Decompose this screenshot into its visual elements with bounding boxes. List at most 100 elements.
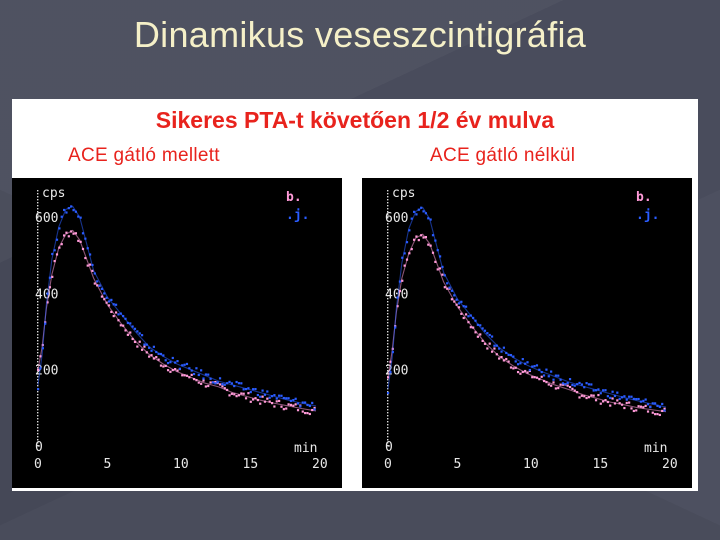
data-point: [405, 241, 409, 244]
data-point: [632, 409, 635, 413]
data-point: [438, 267, 442, 270]
data-point: [519, 372, 522, 375]
data-point: [282, 396, 285, 400]
data-point: [550, 370, 553, 373]
data-point: [273, 405, 276, 408]
data-point: [493, 344, 496, 347]
data-point: [259, 395, 262, 398]
data-point: [282, 408, 285, 411]
data-point: [308, 404, 311, 408]
y-axis-dot: [37, 301, 39, 303]
x-tick-label: 20: [662, 457, 678, 472]
y-axis-dot: [37, 409, 39, 411]
data-point: [524, 369, 527, 373]
data-point: [639, 405, 643, 408]
data-point: [618, 397, 621, 400]
data-point: [81, 247, 85, 251]
data-point: [275, 397, 278, 400]
data-point: [387, 376, 390, 379]
data-point: [535, 376, 539, 379]
y-axis-dot: [37, 307, 39, 309]
data-point: [190, 373, 193, 376]
data-point: [155, 356, 158, 359]
data-point: [150, 349, 153, 352]
data-point: [195, 379, 198, 382]
data-point: [150, 354, 153, 357]
y-tick-label: 600: [385, 211, 408, 226]
series-line: [37, 229, 317, 412]
data-point: [571, 387, 574, 390]
x-tick-label: 5: [104, 457, 112, 472]
data-point: [602, 400, 605, 403]
data-point: [112, 303, 115, 306]
data-point: [498, 347, 501, 350]
data-point: [483, 342, 487, 345]
y-axis-dot: [37, 238, 39, 240]
data-point: [218, 377, 222, 380]
y-axis-dot: [37, 373, 39, 375]
y-axis-dot: [37, 394, 39, 396]
x-tick-label: 0: [384, 457, 392, 472]
data-point: [509, 366, 513, 369]
data-point: [48, 286, 52, 289]
data-point: [436, 249, 439, 252]
data-point: [488, 333, 491, 337]
data-point: [448, 286, 451, 289]
y-axis-dot: [387, 271, 389, 273]
data-point: [117, 313, 120, 316]
data-point: [110, 298, 113, 302]
y-axis-dot: [37, 286, 39, 288]
y-axis-dot: [387, 394, 389, 396]
data-point: [159, 364, 163, 367]
data-point: [533, 376, 536, 379]
data-point: [422, 210, 425, 213]
data-point: [514, 366, 517, 369]
data-point: [131, 337, 134, 341]
y-axis-dot: [37, 412, 39, 414]
y-axis-dot: [387, 226, 389, 228]
y-axis-dot: [387, 268, 389, 270]
data-point: [91, 269, 94, 272]
data-point: [453, 294, 456, 297]
y-axis-dot: [37, 391, 39, 393]
data-point: [455, 298, 458, 301]
data-point: [44, 322, 47, 325]
data-point: [100, 295, 104, 298]
data-point: [46, 292, 49, 295]
data-point: [145, 351, 148, 354]
y-axis-dot: [387, 292, 389, 294]
data-point: [96, 284, 99, 287]
data-point: [183, 374, 186, 377]
figure-panel: Sikeres PTA-t követően 1/2 év mulva ACE …: [12, 99, 698, 491]
data-point: [249, 400, 252, 403]
y-axis-dot: [37, 196, 39, 198]
data-point: [157, 358, 160, 361]
data-point: [287, 397, 290, 400]
y-axis-dot: [387, 199, 389, 201]
y-axis-dot: [37, 379, 39, 381]
y-axis-dot: [387, 406, 389, 408]
legend-entry: b.: [636, 190, 652, 205]
data-point: [398, 289, 402, 293]
data-point: [67, 235, 70, 238]
data-point: [214, 382, 217, 385]
y-tick-label: 0: [35, 440, 43, 455]
data-point: [457, 306, 461, 309]
data-point: [254, 387, 257, 391]
data-point: [654, 402, 657, 405]
y-axis-dot: [37, 385, 39, 387]
data-point: [552, 378, 555, 381]
data-point: [542, 379, 546, 383]
data-point: [389, 371, 392, 374]
data-point: [542, 374, 546, 377]
data-point: [457, 302, 461, 305]
data-point: [436, 268, 439, 271]
y-axis-dot: [387, 340, 389, 342]
data-point: [481, 339, 484, 342]
data-point: [613, 394, 617, 398]
data-point: [639, 400, 643, 403]
data-point: [415, 213, 418, 216]
data-point: [174, 361, 177, 364]
y-axis-dot: [387, 322, 389, 324]
x-tick-label: 10: [173, 457, 189, 472]
